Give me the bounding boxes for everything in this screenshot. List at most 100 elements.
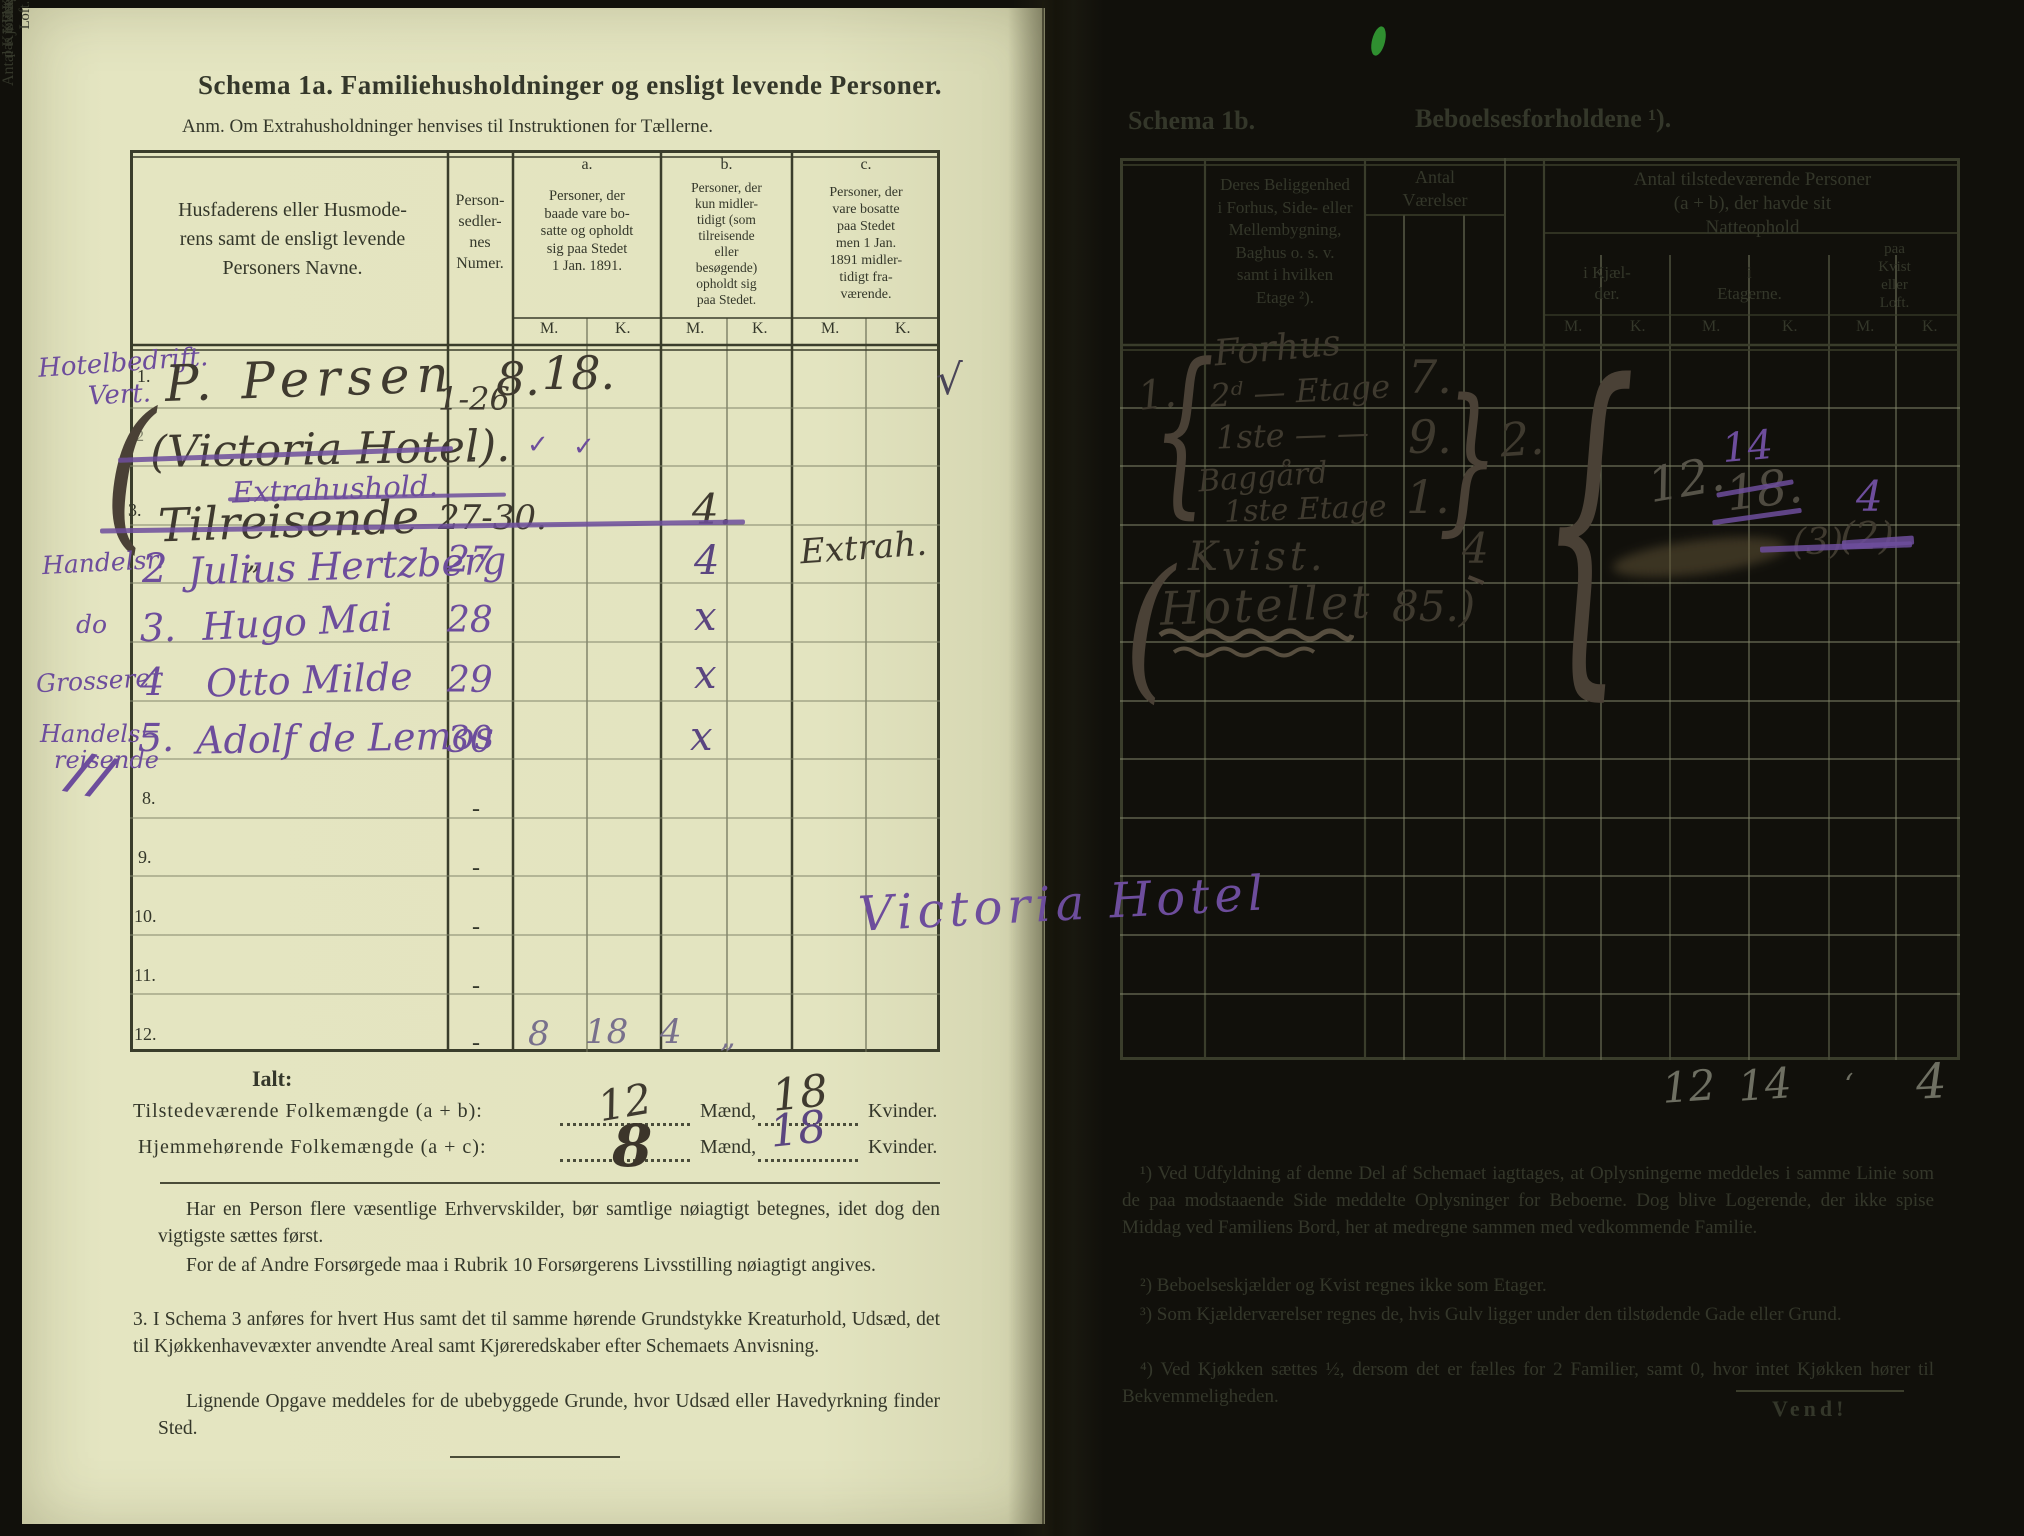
left-col-a-label: a. <box>581 156 593 173</box>
value-kvist-corrected: 4 <box>1856 472 1883 521</box>
wavy-underline-hotellet-2 <box>1172 646 1316 658</box>
dash-row-8: - <box>472 796 480 822</box>
row-number-8: 8. <box>142 788 156 808</box>
sum-a-k: 18 <box>585 1012 629 1052</box>
left-am-label: M. <box>540 320 559 337</box>
scan-artifact-green <box>1368 24 1389 58</box>
sum-a-m: 8 <box>528 1014 550 1054</box>
value-kitchens: 2. <box>1498 410 1546 468</box>
left-col-a-desc: Personer, der baade vare bo- satte og op… <box>540 188 634 274</box>
left-bottom-rule <box>450 1456 620 1458</box>
left-col-name-header: Husfaderens eller Husmode- rens samt de … <box>178 199 407 279</box>
left-page-note: Anm. Om Extrahusholdninger henvises til … <box>182 116 714 137</box>
total-etagerne-k: 14 <box>1736 1058 1794 1111</box>
dotted-leader-4 <box>758 1158 858 1162</box>
entry-number-row7: 30 <box>447 720 493 761</box>
gutter-crease-line <box>1042 2 1044 1534</box>
totals-line2-label: Hjemmehørende Folkemængde (a + c): <box>138 1136 487 1158</box>
brace-big-natteophold: { <box>1540 310 1637 729</box>
right-vaerelser-header: Antal Værelser <box>1402 167 1468 210</box>
entry-no-row6: 4 <box>140 660 165 704</box>
left-col-b-desc: Personer, der kun midler- tidigt (som ti… <box>691 180 762 307</box>
left-bk-label: K. <box>752 320 768 337</box>
right-mk-4: K. <box>1782 318 1798 335</box>
totals-line2-kvinder-value: 18 <box>767 1101 829 1158</box>
dotted-leader-1 <box>560 1122 690 1126</box>
row-number-10: 10. <box>134 906 157 926</box>
value-rooms-forhus2: 7. <box>1408 350 1452 404</box>
entry-b-m-row7: x <box>690 714 713 760</box>
totals-line2-maend-value: 8 <box>612 1112 653 1180</box>
margin-occupation-row7: Handels= <box>40 720 161 748</box>
left-note-1: Har en Person flere væsentlige Erhvervsk… <box>158 1199 940 1247</box>
totals-line1-label: Tilstedeværende Folkemængde (a + b): <box>133 1100 483 1122</box>
entry-number-row4: 27 <box>447 540 493 581</box>
entry-a-k-row1: 18. <box>542 346 616 400</box>
dash-row-12: - <box>472 1030 480 1056</box>
dash-row-10: - <box>472 914 480 940</box>
footnote-3: ³) Som Kjælderværelser regnes de, hvis G… <box>1140 1304 1842 1325</box>
page-gutter-shadow <box>1008 0 1104 1536</box>
entry-b-m-row3: 4. <box>692 485 733 534</box>
dash-row-2: - <box>468 444 476 470</box>
right-sub-kjaelder: i Kjæl- der. <box>1583 263 1631 303</box>
right-col2-header: Deres Beliggenhed i Forhus, Side- eller … <box>1217 175 1353 307</box>
value-kvist-m-old: (3) <box>1792 522 1843 563</box>
totals-line1-maend-label: Mænd, <box>700 1100 757 1122</box>
entry-location-baggaard-floor: 1ste Etage <box>1223 489 1388 530</box>
dotted-leader-2 <box>758 1122 858 1126</box>
entry-no-row7: 5. <box>138 716 175 760</box>
entry-name-row6: Otto Milde <box>205 654 414 706</box>
left-note-3: 3. I Schema 3 anføres for hvert Hus samt… <box>133 1309 940 1357</box>
entry-b-m-row6: x <box>694 652 717 698</box>
left-ck-label: K. <box>895 320 911 337</box>
ditto-row3: „ <box>246 542 262 577</box>
page-left <box>22 8 1045 1524</box>
footnote-2: ²) Beboelseskjælder og Kvist regnes ikke… <box>1140 1275 1547 1296</box>
vend-rule <box>1736 1390 1904 1392</box>
entry-no-row4: 2 <box>142 546 168 592</box>
row-number-9: 9. <box>138 847 152 867</box>
left-table-grid <box>130 150 940 1052</box>
left-note-4: Lignende Opgave meddeles for de ubebygge… <box>158 1391 940 1439</box>
totals-line2-kvinder-label: Kvinder. <box>868 1136 938 1158</box>
entry-location-kvist: Kvist. <box>1188 534 1327 580</box>
row-number-1: 1. <box>137 366 151 386</box>
wavy-underline-hotellet-1 <box>1158 628 1354 642</box>
left-note-2: For de af Andre Forsørgede maa i Rubrik … <box>186 1255 876 1276</box>
value-rooms-baggaard: 1. <box>1406 470 1450 524</box>
right-sub-kvist: paa Kvist eller Loft. <box>1878 241 1911 311</box>
left-col-number-header: Person- sedler- nes Numer. <box>455 192 505 272</box>
right-schema-label: Schema 1b. <box>1128 106 1256 135</box>
entry-name-row1: P. Persen <box>164 344 457 414</box>
left-cm-label: M. <box>821 320 840 337</box>
totals-line2-maend-label: Mænd, <box>700 1136 757 1158</box>
totals-divider-rule <box>160 1182 940 1184</box>
dash-row-9: - <box>472 855 480 881</box>
row-number-3: 3. <box>128 500 142 520</box>
value-kvist-k-old: (2) <box>1840 514 1894 558</box>
footnote-1: ¹) Ved Udfyldning af denne Del af Schema… <box>1122 1163 1934 1238</box>
total-kvist-k: 4 <box>1914 1053 1948 1111</box>
left-col-b-label: b. <box>720 156 733 173</box>
dotted-leader-3 <box>560 1158 690 1162</box>
row-number-11: 11. <box>134 965 156 985</box>
footnote-4: ⁴) Ved Kjøkken sættes ½, dersom det er f… <box>1122 1359 1934 1407</box>
left-bm-label: M. <box>686 320 705 337</box>
right-sub-etagerne: i Etagerne. <box>1717 263 1782 303</box>
totals-ialt-label: Ialt: <box>252 1066 293 1091</box>
right-mk-2: K. <box>1630 318 1646 335</box>
dash-row-11: - <box>472 973 480 999</box>
margin-occupation-row7b: reisende <box>54 746 159 774</box>
entry-no-row5: 3. <box>140 606 177 650</box>
brace-room-values: } <box>1438 364 1500 551</box>
left-col-c-desc: Personer, der vare bosatte paa Stedet me… <box>829 185 903 302</box>
entry-number-row1: 1-26 <box>438 380 510 418</box>
right-mk-1: M. <box>1564 318 1583 335</box>
value-rooms-hotellet: 85.) <box>1392 582 1476 631</box>
entry-b-m-row4: 4 <box>694 538 720 584</box>
entry-number-row5: 28 <box>447 600 493 641</box>
left-ak-label: K. <box>615 320 631 337</box>
value-rooms-forhus1: 9. <box>1408 410 1452 464</box>
left-col-c-label: c. <box>860 156 872 173</box>
